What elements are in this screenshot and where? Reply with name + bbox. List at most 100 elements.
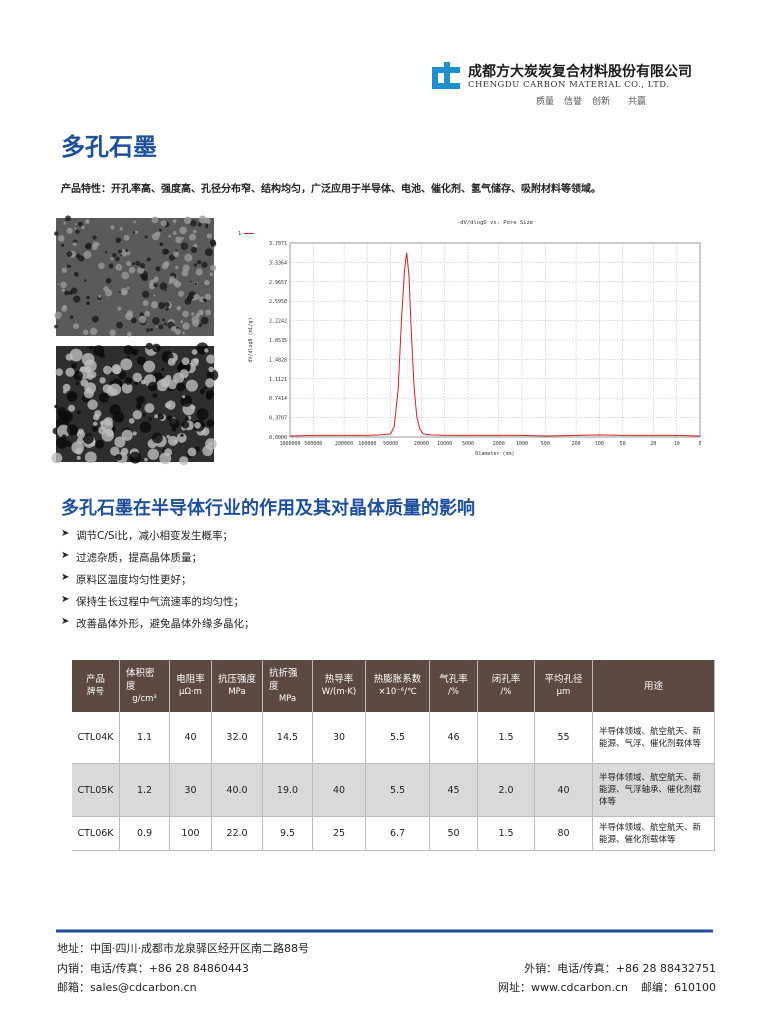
table-row: CTL05K 1.2 30 40.0 19.0 40 5.5 45 2.0 40 半导体领域、航空航… — [72, 764, 715, 817]
sem-pore — [55, 437, 68, 449]
sem-pore — [95, 439, 105, 449]
sem-pore — [119, 227, 124, 231]
sem-pore — [75, 382, 79, 386]
table-cell: 22.0 — [212, 817, 263, 850]
table-cell: 半导体领域、航空航天、新能源、气浮轴承、催化剂载体等 — [593, 764, 715, 816]
sem-pore — [174, 280, 182, 288]
cell-text: 50 — [447, 828, 460, 839]
domestic-phone: 内销：电话/传真：+86 28 84860443 — [57, 962, 249, 975]
sem-pore — [117, 249, 123, 254]
data-line — [289, 252, 701, 437]
export-phone: 外销：电话/传真：+86 28 88432751 — [524, 962, 716, 975]
sem-pore — [99, 377, 106, 384]
sem-pore — [83, 329, 89, 336]
table-cell: CTL06K — [72, 817, 120, 850]
sem-pore — [145, 328, 150, 333]
y-tick-label: 2.9657 — [269, 280, 287, 286]
cell-text: 5.5 — [389, 732, 406, 743]
sem-pore — [205, 225, 209, 229]
sem-pore — [75, 229, 80, 235]
sem-pore — [139, 262, 146, 269]
sem-pore — [84, 244, 90, 249]
table-cell: 抗折强度 MPa — [263, 660, 313, 712]
header-line: 闭孔率 — [491, 674, 521, 685]
sem-pore — [158, 302, 166, 310]
sem-pore — [125, 249, 128, 252]
sem-pore — [167, 435, 178, 446]
table-cell: 产品 牌号 — [72, 660, 120, 712]
x-tick-label: 200 — [572, 441, 581, 447]
table-cell: 40 — [170, 712, 212, 763]
sem-pore — [151, 432, 163, 444]
sem-pore — [130, 317, 137, 324]
sem-pore — [116, 321, 123, 329]
sem-pore — [171, 427, 177, 432]
sem-pore — [128, 266, 136, 274]
table-cell: 体积密度 g/cm³ — [120, 660, 170, 712]
sem-pore — [157, 413, 164, 420]
email: 邮箱：sales@cdcarbon.cn — [57, 981, 197, 994]
legend-label: 1 — [238, 231, 241, 237]
sem-pore — [175, 382, 185, 392]
sem-pore — [187, 447, 197, 457]
cell-text: 80 — [557, 828, 570, 839]
sem-pore — [68, 265, 72, 268]
sem-pore — [160, 220, 167, 227]
sem-pore — [66, 391, 78, 402]
sem-pore — [193, 293, 200, 301]
table-header-row: 产品 牌号 体积密度 g/cm³ 电阻率 μΩ·m 抗压强度 MPa 抗折强度 MPa 热导率 W/(… — [72, 660, 715, 712]
sem-pore — [84, 359, 97, 373]
sem-pore — [194, 421, 201, 429]
sem-pore — [181, 269, 189, 277]
sem-pore — [83, 250, 92, 259]
sem-pore — [134, 230, 139, 235]
feature: 产品特性：开孔率高、强度高、孔径分布窄、结构均匀，广泛应用于半导体、电池、催化剂… — [61, 184, 601, 195]
sem-pore — [208, 441, 213, 447]
y-tick-label: 3.3364 — [269, 260, 287, 266]
sem-pore — [159, 242, 164, 246]
sem-pore — [111, 363, 122, 375]
sem-pore — [138, 315, 147, 324]
sem-pore — [116, 240, 119, 243]
header-line: /% — [448, 687, 459, 697]
header-line: MPa — [278, 693, 297, 704]
sem-pore — [66, 251, 73, 257]
sem-pore — [108, 263, 114, 269]
cell-text: 100 — [181, 828, 200, 839]
sem-pore — [188, 233, 197, 241]
bullet-text: 调节C/Si比，减小相变发生概率； — [76, 530, 233, 542]
y-tick-label: 2.5950 — [269, 299, 287, 305]
sem-pore — [61, 288, 65, 293]
y-tick-label: 0.7414 — [269, 396, 287, 402]
sem-pore — [99, 352, 105, 359]
sem-pore — [76, 410, 81, 415]
table-cell: 50 — [430, 817, 478, 850]
sem-pore — [86, 373, 94, 380]
x-tick-label: 1000 — [516, 441, 528, 447]
postcode: 邮编：610100 — [641, 981, 716, 994]
sem-texture — [51, 215, 219, 466]
sem-pore — [184, 253, 193, 262]
sem-pore — [173, 251, 179, 258]
table-cell: 平均孔径 μm — [535, 660, 593, 712]
sem-pore — [191, 315, 200, 324]
company-cn: 成都方大炭炭复合材料股份有限公司 — [468, 64, 692, 80]
sem-pore — [61, 434, 67, 440]
cell-text: 40 — [557, 784, 570, 796]
sem-pore — [89, 346, 93, 350]
cell-text: CTL04K — [77, 732, 114, 743]
website: 网址：www.cdcarbon.cn — [498, 981, 629, 994]
slogan: 质量 信誉 创新 共赢 — [536, 94, 656, 107]
sem-pore — [108, 383, 122, 396]
header-line: 用途 — [643, 680, 663, 692]
spec-table: 产品 牌号 体积密度 g/cm³ 电阻率 μΩ·m 抗压强度 MPa 抗折强度 MPa 热导率 W/(… — [72, 660, 715, 851]
cell-text: 40 — [184, 732, 197, 743]
x-tick-label: 20000 — [414, 441, 429, 447]
header-line: ×10⁻⁶/℃ — [378, 687, 417, 697]
chart-title: -dV/dlogD vs. Pore Size — [457, 220, 533, 226]
cell-text: 9.5 — [279, 828, 296, 839]
sem-pore — [76, 437, 84, 445]
header-line: 气孔率 — [439, 674, 468, 685]
table-cell: 19.0 — [263, 764, 313, 816]
cell-text: 5.5 — [389, 784, 406, 796]
